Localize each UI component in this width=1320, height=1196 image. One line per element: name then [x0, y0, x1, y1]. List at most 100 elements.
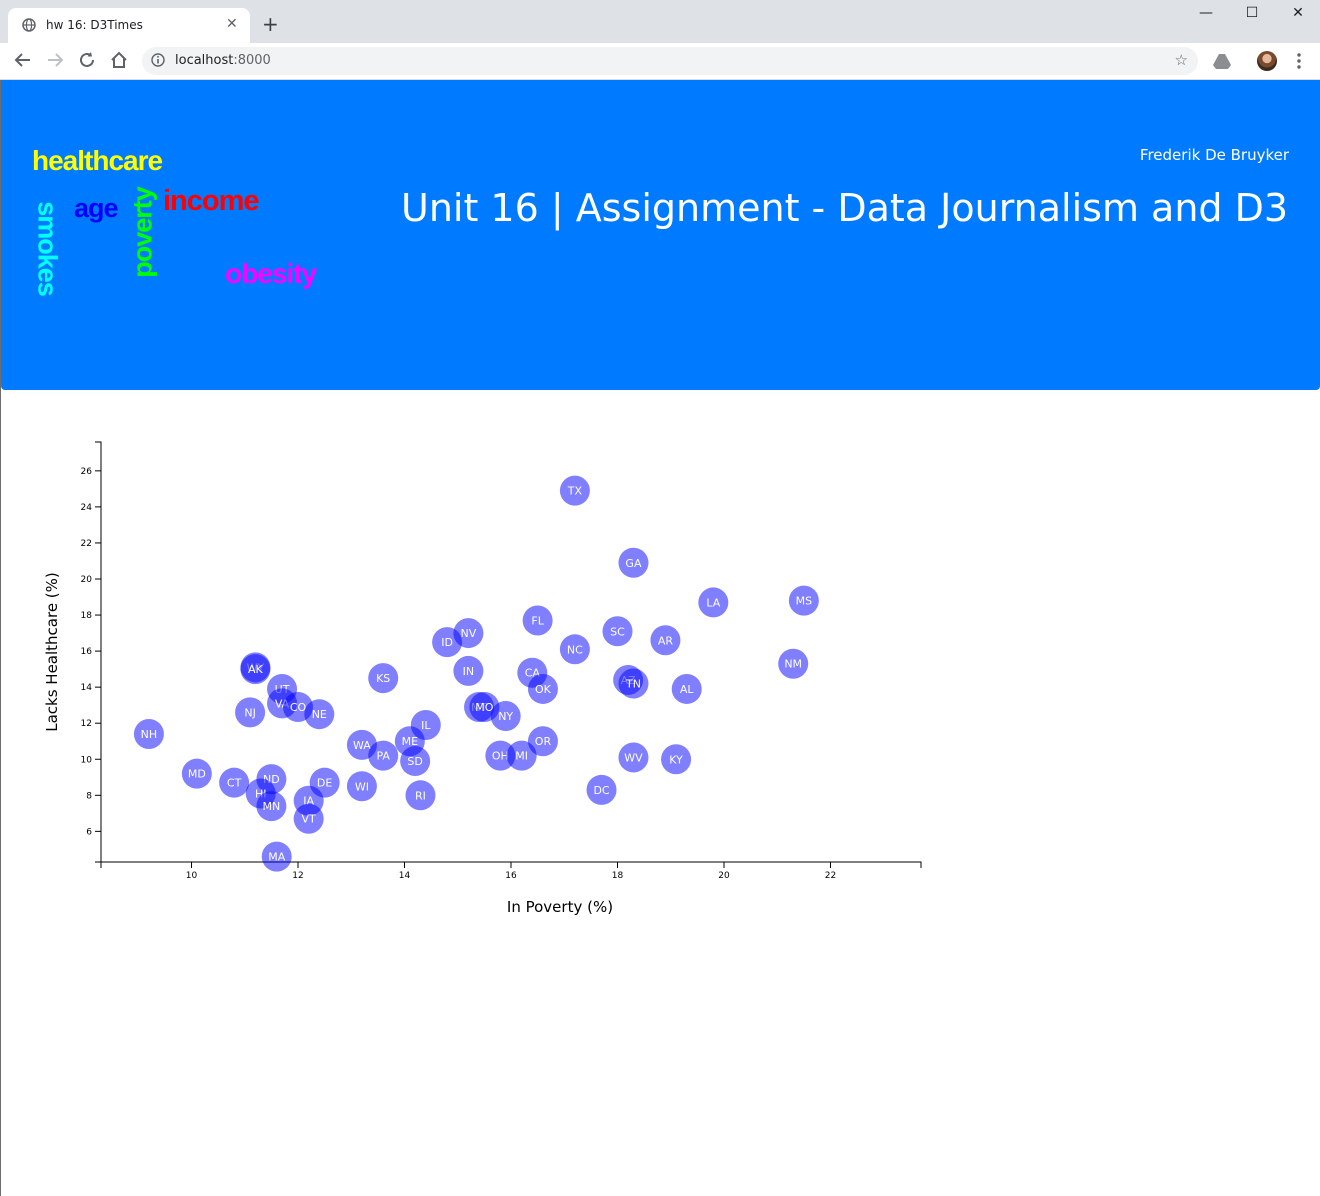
point-marker[interactable] — [490, 700, 521, 731]
point-marker[interactable] — [527, 673, 558, 704]
new-tab-button[interactable]: + — [262, 12, 279, 36]
author-name: Frederik De Bruyker — [1139, 146, 1289, 164]
window-close-icon[interactable]: ✕ — [1292, 5, 1304, 21]
address-bar[interactable]: localhost:8000 ☆ — [142, 47, 1198, 75]
url-text[interactable]: localhost:8000 — [175, 53, 271, 68]
point-marker[interactable] — [181, 758, 212, 789]
data-point-ri[interactable]: RI — [405, 780, 436, 811]
data-point-ak[interactable]: AK — [240, 654, 271, 685]
data-point-vt[interactable]: VT — [293, 803, 324, 834]
data-point-mi[interactable]: MI — [506, 740, 537, 771]
point-marker[interactable] — [261, 841, 292, 872]
data-point-ga[interactable]: GA — [618, 547, 649, 578]
data-point-sc[interactable]: SC — [602, 616, 633, 647]
data-point-ne[interactable]: NE — [304, 699, 335, 730]
point-label: WA — [353, 739, 371, 752]
data-point-la[interactable]: LA — [698, 587, 729, 618]
point-label: MD — [188, 768, 206, 781]
data-point-wi[interactable]: WI — [346, 771, 377, 802]
point-marker[interactable] — [522, 605, 553, 636]
y-tick-label: 18 — [81, 611, 93, 621]
browser-tab[interactable]: hw 16: D3Times ✕ — [8, 8, 250, 43]
forward-arrow-icon[interactable] — [44, 49, 66, 71]
data-point-oh[interactable]: OH — [485, 740, 516, 771]
point-marker[interactable] — [559, 634, 590, 665]
data-point-pa[interactable]: PA — [368, 740, 399, 771]
data-point-dc[interactable]: DC — [586, 774, 617, 805]
data-point-ky[interactable]: KY — [661, 744, 692, 775]
data-point-ma[interactable]: MA — [261, 841, 292, 872]
point-marker[interactable] — [661, 744, 692, 775]
data-point-ms[interactable]: MS — [788, 585, 819, 616]
data-point-ok[interactable]: OK — [527, 673, 558, 704]
drive-extension-icon[interactable] — [1212, 51, 1232, 71]
data-point-in[interactable]: IN — [453, 655, 484, 686]
point-marker[interactable] — [602, 616, 633, 647]
data-point-ar[interactable]: AR — [650, 625, 681, 656]
data-point-nm[interactable]: NM — [778, 648, 809, 679]
bookmark-star-icon[interactable]: ☆ — [1174, 51, 1188, 69]
point-marker[interactable] — [256, 791, 287, 822]
y-tick-label: 14 — [81, 683, 93, 693]
point-label: OH — [492, 750, 509, 763]
point-marker[interactable] — [485, 740, 516, 771]
reload-icon[interactable] — [76, 49, 98, 71]
point-marker[interactable] — [586, 774, 617, 805]
home-icon[interactable] — [108, 49, 130, 71]
point-marker[interactable] — [235, 697, 266, 728]
data-point-nj[interactable]: NJ — [235, 697, 266, 728]
point-marker[interactable] — [432, 627, 463, 658]
data-point-nh[interactable]: NH — [133, 719, 164, 750]
point-marker[interactable] — [453, 655, 484, 686]
data-point-tn[interactable]: TN — [618, 668, 649, 699]
word-cloud-poverty: poverty — [127, 187, 158, 278]
point-marker[interactable] — [527, 726, 558, 757]
point-marker[interactable] — [400, 746, 431, 777]
point-label: IL — [421, 719, 431, 732]
point-label: NY — [498, 710, 513, 723]
point-marker[interactable] — [304, 699, 335, 730]
point-marker[interactable] — [778, 648, 809, 679]
data-point-mn[interactable]: MN — [256, 791, 287, 822]
data-point-ny[interactable]: NY — [490, 700, 521, 731]
point-marker[interactable] — [240, 654, 271, 685]
point-marker[interactable] — [405, 780, 436, 811]
data-point-nc[interactable]: NC — [559, 634, 590, 665]
point-marker[interactable] — [368, 663, 399, 694]
point-marker[interactable] — [671, 673, 702, 704]
word-cloud-age: age — [74, 193, 119, 223]
menu-dots-icon[interactable] — [1294, 51, 1304, 71]
back-arrow-icon[interactable] — [12, 49, 34, 71]
data-point-ct[interactable]: CT — [219, 767, 250, 798]
profile-avatar[interactable] — [1257, 51, 1277, 71]
globe-icon — [22, 18, 36, 32]
point-marker[interactable] — [219, 767, 250, 798]
point-marker[interactable] — [368, 740, 399, 771]
info-icon[interactable] — [151, 53, 165, 67]
page-title: Unit 16 | Assignment - Data Journalism a… — [401, 186, 1289, 230]
data-point-md[interactable]: MD — [181, 758, 212, 789]
data-point-tx[interactable]: TX — [559, 475, 590, 506]
data-point-wv[interactable]: WV — [618, 742, 649, 773]
point-marker[interactable] — [506, 740, 537, 771]
data-point-al[interactable]: AL — [671, 673, 702, 704]
point-marker[interactable] — [618, 668, 649, 699]
point-marker[interactable] — [293, 803, 324, 834]
data-point-ks[interactable]: KS — [368, 663, 399, 694]
point-marker[interactable] — [346, 771, 377, 802]
data-point-sd[interactable]: SD — [400, 746, 431, 777]
tab-close-icon[interactable]: ✕ — [226, 16, 238, 32]
point-marker[interactable] — [618, 547, 649, 578]
data-point-fl[interactable]: FL — [522, 605, 553, 636]
minimize-icon[interactable]: — — [1199, 5, 1213, 21]
point-marker[interactable] — [650, 625, 681, 656]
point-label: KY — [669, 753, 683, 766]
point-marker[interactable] — [698, 587, 729, 618]
data-point-id[interactable]: ID — [432, 627, 463, 658]
data-point-or[interactable]: OR — [527, 726, 558, 757]
point-marker[interactable] — [133, 719, 164, 750]
maximize-icon[interactable]: ☐ — [1245, 5, 1259, 21]
point-marker[interactable] — [788, 585, 819, 616]
point-marker[interactable] — [559, 475, 590, 506]
point-marker[interactable] — [618, 742, 649, 773]
